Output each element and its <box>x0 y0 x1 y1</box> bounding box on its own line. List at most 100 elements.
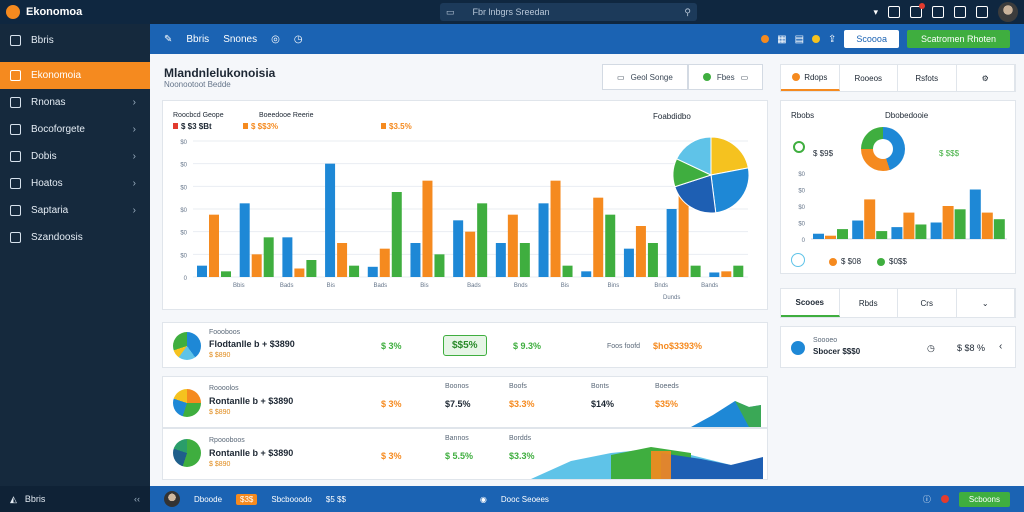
fbes-button[interactable]: Fbes ▭ <box>687 64 764 90</box>
tab-rooeos[interactable]: Rooeos <box>840 65 898 91</box>
sidebar-item-szandoosis[interactable]: Szandoosis <box>0 224 150 251</box>
user-icon: ◭ <box>10 493 17 504</box>
right-filter-bar: Scooes Rbds Crs ⌄ <box>780 288 1016 318</box>
x-tick-label: Bins <box>608 283 620 289</box>
bar <box>733 265 744 277</box>
sidebar-header[interactable]: Bbris <box>0 24 150 56</box>
footer-metric-value: $0$$ <box>889 257 907 266</box>
summary-row-1[interactable]: Foooboos Flodtanlle b + $3890 $ $890 $ 3… <box>162 322 768 368</box>
footer-center-label: Dooc Seoees <box>500 494 549 504</box>
search-input[interactable]: ▭ Fbr lnbgrs Sreedan ⚲ <box>440 3 697 21</box>
pie-slice <box>675 136 712 176</box>
row-head: Bannos <box>445 435 469 442</box>
refresh-icon[interactable]: ◎ <box>271 33 280 45</box>
filter-dropdown-icon[interactable]: ⌄ <box>957 289 1015 317</box>
sidebar-item-rnonas[interactable]: Rnonas › <box>0 89 150 116</box>
goal-button[interactable]: ▭ Geol Songe <box>602 64 688 90</box>
tab-settings[interactable]: ⚙ <box>957 65 1015 91</box>
alert-icon[interactable] <box>940 495 949 503</box>
y-tick-label: $0 <box>180 185 187 191</box>
calendar-icon[interactable]: ▦ <box>777 33 787 45</box>
bar <box>709 272 720 277</box>
row-value: $35% <box>655 399 679 409</box>
subbar-link-bbris[interactable]: Bbris <box>186 33 210 45</box>
help-icon[interactable]: ◉ <box>479 494 487 504</box>
help-icon[interactable] <box>976 6 988 18</box>
edit-icon[interactable]: ✎ <box>164 33 173 45</box>
avatar[interactable] <box>998 2 1018 22</box>
pie-slice <box>710 167 750 214</box>
bar <box>969 189 981 239</box>
filter-crs[interactable]: Crs <box>898 289 957 317</box>
x-tick-label: Bis <box>561 283 569 289</box>
subbar-link-snones[interactable]: Snones <box>223 33 258 45</box>
bar <box>903 212 915 239</box>
settings-icon[interactable] <box>932 6 944 18</box>
sidebar-item-hoatos[interactable]: Hoatos › <box>0 170 150 197</box>
bar <box>197 265 207 277</box>
row-label: Roooolos <box>209 385 239 392</box>
sidebar-item-saptaria[interactable]: Saptaria › <box>0 197 150 224</box>
row-value: $3.3% <box>509 399 535 409</box>
legend-item: $ $$3% <box>251 122 278 131</box>
bottom-bar: Dboode $3$ Sbcbooodo $5 $$ ◉ Dooc Seoees… <box>150 486 1024 512</box>
sidebar-item-bocoforgete[interactable]: Bocoforgete › <box>0 116 150 143</box>
search-icon[interactable]: ⚲ <box>684 6 691 17</box>
footer-metric-2: $0$$ <box>877 257 907 266</box>
bar <box>434 254 445 277</box>
footer-action-button[interactable]: Scboons <box>958 491 1010 507</box>
tab-rdops[interactable]: Rdops <box>781 65 840 91</box>
bar <box>837 229 848 239</box>
collapse-icon[interactable]: ‹‹ <box>134 494 140 504</box>
clock-icon[interactable]: ◷ <box>293 33 303 45</box>
sidebar-item-ekonomoia[interactable]: Ekonomoia <box>0 62 150 89</box>
grid-icon[interactable] <box>888 6 900 18</box>
more-icon: ▭ <box>740 72 749 82</box>
chevron-left-icon[interactable]: ‹ <box>999 341 1003 352</box>
y-tick-label: $0 <box>180 208 187 214</box>
filter-scooes[interactable]: Scooes <box>781 289 840 317</box>
y-tick-label: $0 <box>798 172 805 178</box>
bar <box>221 271 231 277</box>
chevron-down-icon[interactable]: ▾ <box>873 6 878 17</box>
print-icon[interactable]: ▤ <box>794 33 805 45</box>
legend-swatch <box>173 123 178 129</box>
tab-label: Rdops <box>804 72 828 82</box>
fbes-button-label: Fbes <box>716 72 735 82</box>
info-icon[interactable]: ⓘ <box>922 494 931 504</box>
row-head: Boeeds <box>655 383 679 390</box>
mail-icon[interactable] <box>954 6 966 18</box>
bar <box>666 209 677 277</box>
bar <box>678 180 689 277</box>
history-icon[interactable]: ◷ <box>927 343 935 353</box>
tab-rsfots[interactable]: Rsfots <box>898 65 957 91</box>
footer-badge: $3$ <box>236 493 258 505</box>
chart-icon <box>10 232 21 243</box>
summary-row-2[interactable]: Roooolos Rontanlle b + $3890 $ $890 $ 3%… <box>162 376 768 428</box>
footer-text: Sbcbooodo <box>271 494 312 504</box>
sidebar-item-label: Szandoosis <box>31 232 83 243</box>
right-list-item[interactable]: Soooeo Sbocer $$$0 ◷ $ $8 % ‹ <box>780 326 1016 368</box>
footer-metric-value: $ $08 <box>841 257 862 266</box>
avatar[interactable] <box>164 491 180 507</box>
y-tick-label: 0 <box>184 276 188 282</box>
filter-rbds[interactable]: Rbds <box>840 289 898 317</box>
sidebar-item-dobis[interactable]: Dobis › <box>0 143 150 170</box>
primary-action-button[interactable]: Scatromen Rhoten <box>906 30 1010 48</box>
summary-row-3[interactable]: Rpoooboos Rontanlle b + $3890 $ $890 $ 3… <box>162 428 768 480</box>
sidebar-footer[interactable]: ◭ Bbris ‹‹ <box>0 486 150 512</box>
clock-icon <box>792 73 801 81</box>
share-icon[interactable]: ⇪ <box>828 33 837 45</box>
chevron-right-icon: › <box>132 151 136 162</box>
row-value: $ 3% <box>381 341 402 351</box>
row-sub: $ $890 <box>209 352 231 359</box>
scoooa-button[interactable]: Scoooa <box>844 30 899 48</box>
y-tick-label: $0 <box>180 163 187 169</box>
sidebar-item-label: Ekonomoia <box>31 70 82 81</box>
app-logo[interactable]: Ekonomoa <box>0 5 150 19</box>
y-tick-label: $0 <box>180 231 187 237</box>
bell-icon[interactable] <box>910 3 925 18</box>
x-tick-label: Bads <box>467 283 481 289</box>
x-tick-label: Bis <box>327 283 335 289</box>
folder-icon[interactable] <box>812 35 821 43</box>
